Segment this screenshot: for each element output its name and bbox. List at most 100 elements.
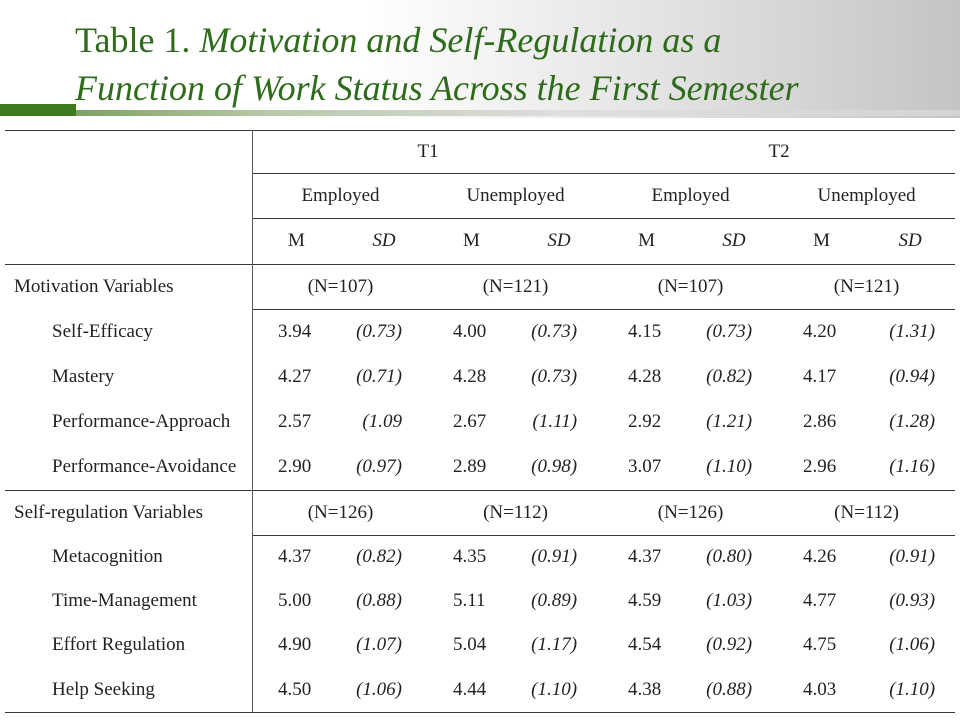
title-line-1: Table 1. Motivation and Self-Regulation … — [75, 16, 799, 64]
sample-size-label: (N=126) — [657, 501, 724, 523]
table-row: Self-Efficacy 3.94 (0.73) 4.00 (0.73) 4.15 (0.… — [5, 309, 955, 354]
sd-value: (1.31) — [889, 320, 936, 342]
time-header-rule — [253, 173, 955, 174]
variable-label: Effort Regulation — [52, 634, 186, 655]
variable-label: Performance-Avoidance — [52, 456, 237, 477]
empty-corner-cell — [5, 173, 253, 218]
mean-value: 5.11 — [453, 590, 486, 611]
variable-label: Performance-Approach — [52, 410, 231, 432]
mean-value: 4.28 — [628, 365, 662, 387]
section-divider-rule — [5, 490, 955, 491]
sd-header: SD — [372, 230, 396, 251]
table-row: Mastery 4.27 (0.71) 4.28 (0.73) 4.28 (0.82) 4.1… — [5, 354, 955, 399]
sd-value: (0.82) — [356, 546, 402, 567]
section-header-row: Motivation Variables (N=107) (N=121) (N=107… — [5, 264, 955, 309]
mean-value: 2.86 — [803, 410, 837, 432]
mean-value: 4.75 — [803, 634, 837, 655]
sample-size-label: (N=107) — [657, 275, 724, 297]
statistic-header-row: M SD M SD M SD M SD — [5, 218, 955, 264]
mean-value: 2.57 — [278, 410, 312, 432]
section-label: Motivation Variables — [14, 275, 174, 297]
mean-value: 4.26 — [803, 546, 837, 567]
sd-value: (1.17) — [531, 634, 578, 655]
sd-value: (0.89) — [531, 590, 578, 611]
mean-value: 4.20 — [803, 320, 837, 342]
sd-value: (1.09 — [362, 410, 402, 432]
variable-label: Mastery — [52, 365, 115, 387]
mean-value: 4.44 — [453, 678, 487, 700]
mean-header: M — [813, 230, 830, 251]
table-row: Performance-Approach 2.57 (1.09 2.67 (1.11) 2… — [5, 399, 955, 444]
sd-value: (0.94) — [889, 365, 936, 387]
accent-green-bar — [0, 104, 76, 116]
variable-label: Self-Efficacy — [52, 320, 153, 342]
accent-gradient-line — [76, 110, 960, 116]
sd-value: (1.28) — [889, 410, 936, 432]
mean-value: 4.15 — [628, 320, 662, 342]
status-header: Unemployed — [817, 184, 916, 206]
sd-value: (0.73) — [531, 320, 578, 342]
mean-value: 4.38 — [628, 678, 662, 700]
sd-value: (0.73) — [706, 320, 753, 342]
sd-value: (0.71) — [356, 365, 402, 387]
mean-value: 4.35 — [453, 546, 487, 567]
empty-corner-cell — [5, 218, 253, 264]
mean-value: 2.90 — [278, 456, 312, 477]
sd-value: (0.82) — [706, 365, 753, 387]
sample-size-label: (N=121) — [833, 275, 900, 297]
time-header-row: T1 T2 — [5, 130, 955, 173]
mean-value: 5.00 — [278, 590, 312, 611]
sd-value: (0.88) — [356, 590, 402, 611]
mean-value: 4.90 — [278, 634, 312, 655]
sample-size-label: (N=121) — [482, 275, 549, 297]
sd-value: (1.10) — [889, 678, 936, 700]
mean-value: 4.77 — [803, 590, 837, 611]
status-header: Unemployed — [466, 184, 565, 206]
title-background-gradient — [0, 0, 960, 118]
mean-value: 4.37 — [628, 546, 662, 567]
sd-value: (0.73) — [531, 365, 578, 387]
sd-value: (1.10) — [531, 678, 578, 700]
variable-label: Metacognition — [52, 546, 163, 567]
mean-value: 2.92 — [628, 410, 662, 432]
sd-value: (1.07) — [356, 634, 402, 655]
sample-size-label: (N=107) — [307, 275, 374, 297]
mean-value: 3.94 — [278, 320, 312, 342]
status-header: Employed — [651, 184, 730, 206]
sd-header: SD — [547, 230, 571, 251]
sd-value: (0.92) — [706, 634, 753, 655]
title-italic-part-2: Function of Work Status Across the First… — [75, 68, 799, 108]
sd-value: (1.06) — [356, 678, 402, 700]
sd-value: (0.97) — [356, 456, 402, 477]
mean-value: 4.28 — [453, 365, 487, 387]
sd-value: (1.03) — [706, 590, 753, 611]
mean-value: 4.17 — [803, 365, 837, 387]
mean-value: 4.37 — [278, 546, 312, 567]
time-header-t1: T1 — [417, 140, 439, 162]
table-row: Effort Regulation 4.90 (1.07) 5.04 (1.17) 4.5… — [5, 623, 955, 667]
slide-title: Table 1. Motivation and Self-Regulation … — [75, 16, 799, 112]
table-row: Performance-Avoidance 2.90 (0.97) 2.89 (0.98… — [5, 444, 955, 490]
sample-size-label: (N=112) — [834, 501, 900, 523]
mean-value: 5.04 — [453, 634, 487, 655]
mean-value: 2.96 — [803, 456, 837, 477]
status-header: Employed — [301, 184, 380, 206]
sd-value: (0.93) — [889, 590, 936, 611]
mean-value: 4.54 — [628, 634, 662, 655]
section-label: Self-regulation Variables — [14, 501, 204, 523]
time-header-t2: T2 — [768, 140, 790, 162]
mean-value: 4.50 — [278, 678, 312, 700]
sd-value: (0.80) — [706, 546, 753, 567]
variable-label: Time-Management — [52, 590, 197, 611]
sd-value: (1.21) — [706, 410, 753, 432]
table-bottom-rule — [5, 712, 955, 713]
status-header-rule — [253, 218, 955, 219]
title-italic-part-1: Motivation and Self-Regulation as a — [199, 20, 722, 60]
sd-value: (1.11) — [532, 410, 578, 432]
sd-value: (0.98) — [531, 456, 578, 477]
mean-header: M — [638, 230, 655, 251]
mean-value: 2.67 — [453, 410, 487, 432]
mean-header: M — [288, 230, 305, 251]
sd-value: (0.88) — [706, 678, 753, 700]
header-bottom-rule — [5, 264, 955, 265]
